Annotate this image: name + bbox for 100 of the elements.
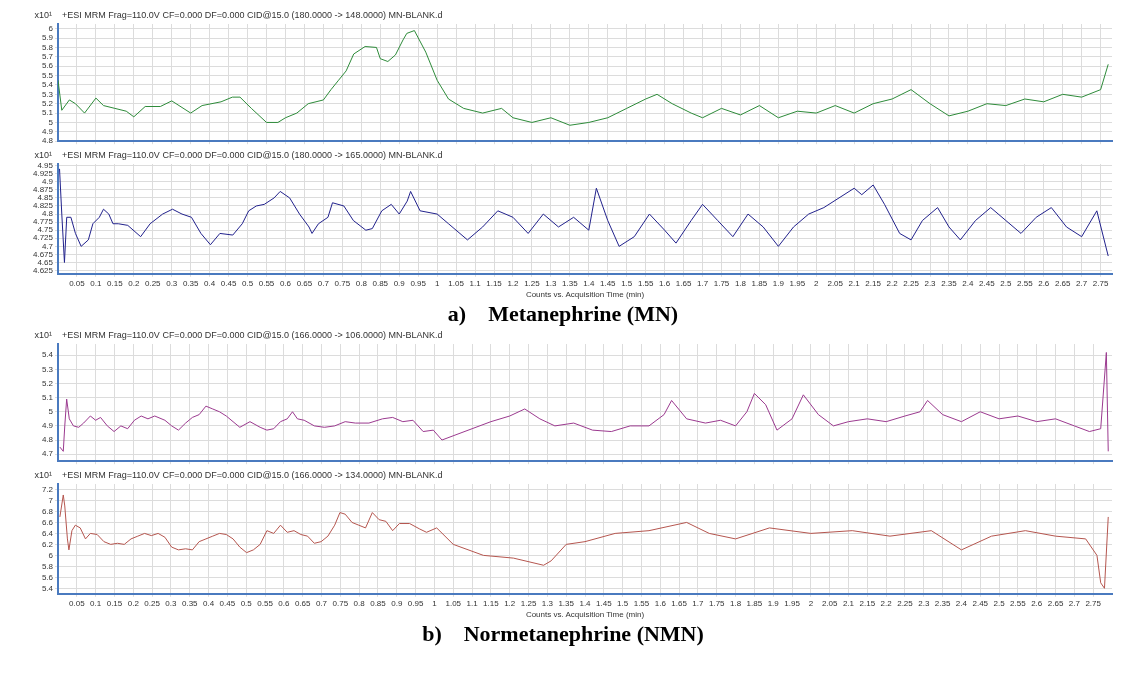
x-tick-label: 1.35 (558, 598, 575, 608)
x-tick-label: 0.45 (219, 598, 236, 608)
y-tick-label: 5.2 (41, 378, 54, 388)
x-tick-label: 0.5 (242, 278, 254, 288)
y-tick-label: 4.625 (32, 265, 54, 275)
y-tick-label: 4.8 (41, 209, 54, 219)
x-tick-label: 2.7 (1068, 598, 1081, 608)
y-tick-label: 6.8 (41, 506, 54, 516)
x-tick-label: 2.6 (1031, 598, 1043, 608)
x-tick-label: 0.2 (128, 278, 140, 288)
text: b) Normetanephrine (NMN) (421, 620, 705, 648)
x-tick-label: 1.35 (562, 278, 579, 288)
y-tick-label: 4.9 (41, 421, 54, 431)
x-tick-label: 1.85 (751, 278, 768, 288)
x-tick-label: 1.6 (659, 278, 671, 288)
y-tick-label: 4.85 (37, 193, 54, 203)
x-tick-label: 2.75 (1085, 598, 1102, 608)
x-tick-label: 1 (434, 278, 440, 288)
x-tick-label: 2.25 (903, 278, 920, 288)
x-tick-label: 0.85 (372, 278, 389, 288)
y-tick-label: 5.8 (41, 42, 54, 52)
y-axis-title: x10¹ (34, 330, 52, 341)
x-tick-label: 0.6 (278, 598, 290, 608)
x-tick-label: 2 (814, 278, 820, 288)
x-tick-label: 1.95 (784, 598, 801, 608)
x-tick-label: 0.6 (279, 278, 292, 288)
y-tick-label: 5.8 (41, 561, 54, 571)
x-tick-label: 2.55 (1017, 278, 1034, 288)
y-tick-label: 4.7 (41, 449, 54, 459)
x-tick-label: 1.15 (483, 598, 500, 608)
y-tick-label: 4.8 (41, 435, 54, 445)
x-tick-label: 1.4 (583, 278, 595, 288)
x-tick-label: 1.25 (524, 278, 541, 288)
x-tick-label: 0.8 (353, 598, 366, 608)
y-axis-title: x10¹ (34, 470, 52, 481)
x-tick-label: 2.45 (979, 278, 996, 288)
y-tick-label: 4.7 (41, 241, 54, 251)
x-tick-label: 0.7 (315, 598, 328, 608)
x-tick-label: 1.1 (469, 278, 482, 288)
x-tick-label: 2.2 (886, 278, 899, 288)
y-axis-title: x10¹ (34, 150, 52, 161)
x-tick-label: 2.65 (1047, 598, 1064, 608)
y-tick-label: 6 (48, 550, 54, 560)
x-tick-label: 0.65 (296, 278, 313, 288)
x-tick-label: 2.35 (941, 278, 958, 288)
y-tick-label: 4.875 (32, 185, 54, 195)
x-tick-label: 0.5 (240, 598, 253, 608)
x-tick-label: 2.4 (955, 598, 968, 608)
x-tick-label: 1.25 (520, 598, 537, 608)
x-tick-label: 0.15 (106, 598, 123, 608)
x-tick-label: 1.45 (599, 278, 617, 288)
x-tick-label: 1.5 (621, 278, 633, 288)
x-tick-label: 0.15 (107, 278, 124, 288)
x-tick-label: 2.05 (827, 278, 844, 288)
y-tick-label: 4.675 (32, 249, 54, 259)
x-tick-label: 1.8 (734, 278, 747, 288)
y-tick-label: 4.8 (41, 136, 54, 146)
y-tick-label: 5.9 (41, 33, 54, 43)
x-tick-label: 0.4 (203, 598, 215, 608)
x-tick-label: 1.45 (596, 598, 613, 608)
x-tick-label: 2.1 (848, 278, 861, 288)
x-tick-label: 1.3 (541, 598, 554, 608)
y-tick-label: 5.6 (41, 61, 54, 71)
chart-title: +ESI MRM Frag=110.0V CF=0.000 DF=0.000 CID@15.0 (166.0000 -> 134.0000) MN-BLANK.d (62, 470, 443, 481)
x-tick-label: 2.15 (859, 598, 876, 608)
x-tick-label: 1.95 (789, 278, 806, 288)
x-tick-label: 0.75 (334, 278, 351, 288)
x-tick-label: 1.65 (675, 278, 692, 288)
x-tick-label: 0.9 (391, 598, 403, 608)
x-tick-label: 0.25 (145, 278, 162, 288)
x-tick-label: 1.4 (579, 598, 592, 608)
chart-title: +ESI MRM Frag=110.0V CF=0.000 DF=0.000 CID@15.0 (180.0000 -> 165.0000) MN-BLANK.d (62, 150, 443, 161)
x-tick-label: 0.05 (69, 598, 86, 608)
y-tick-label: 5.2 (41, 98, 54, 108)
y-tick-label: 6.2 (41, 539, 54, 549)
x-tick-label: 1.9 (767, 598, 780, 608)
x-tick-label: 1.1 (466, 598, 479, 608)
chart-title: +ESI MRM Frag=110.0V CF=0.000 DF=0.000 CID@15.0 (166.0000 -> 106.0000) MN-BLANK.d (62, 330, 443, 341)
y-tick-label: 5.1 (41, 108, 54, 118)
y-tick-label: 4.925 (32, 168, 54, 178)
x-tick-label: 1.55 (633, 598, 650, 608)
y-tick-label: 7 (48, 495, 54, 505)
y-tick-label: 5.6 (41, 572, 54, 582)
x-tick-label: 0.35 (181, 598, 199, 608)
x-tick-label: 1.2 (504, 598, 516, 608)
y-tick-label: 5.5 (41, 70, 54, 80)
x-tick-label: 1.2 (507, 278, 520, 288)
x-tick-label: 2.5 (993, 598, 1006, 608)
x-tick-label: 0.7 (317, 278, 330, 288)
y-tick-label: 4.75 (37, 225, 54, 235)
y-tick-label: 5.7 (41, 52, 54, 62)
x-tick-label: 0.55 (257, 598, 274, 608)
x-tick-label: 0.9 (393, 278, 406, 288)
y-tick-label: 6 (48, 23, 54, 33)
x-tick-label: 1 (432, 598, 438, 608)
x-tick-label: 0.3 (166, 278, 178, 288)
x-tick-label: 2.7 (1076, 278, 1088, 288)
y-tick-label: 4.9 (41, 176, 54, 186)
x-tick-label: 1.7 (696, 278, 709, 288)
x-tick-label: 1.15 (486, 278, 503, 288)
